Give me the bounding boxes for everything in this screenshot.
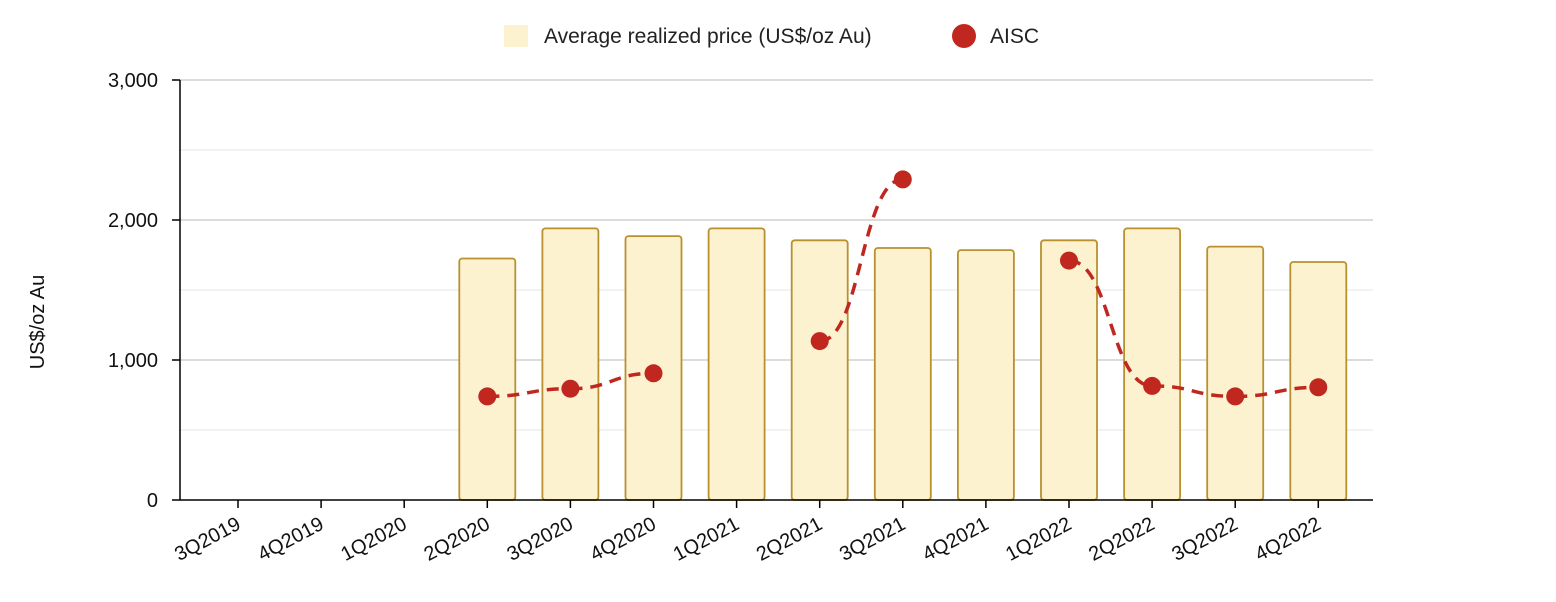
x-tick-label: 3Q2022 <box>1168 513 1241 566</box>
aisc-point-4Q2020 <box>644 364 663 383</box>
x-tick-label: 3Q2020 <box>504 513 577 566</box>
bar-1Q2021 <box>707 227 766 501</box>
bar-3Q2022 <box>1206 245 1265 501</box>
aisc-point-4Q2022 <box>1309 378 1328 397</box>
x-tick-label: 4Q2020 <box>587 513 660 566</box>
axis-layer <box>172 79 1373 508</box>
aisc-point-2Q2020 <box>478 387 497 406</box>
bar-1Q2022 <box>1040 239 1098 501</box>
aisc-point-3Q2022 <box>1226 387 1245 406</box>
aisc-point-3Q2021 <box>893 170 912 189</box>
line-layer <box>478 170 1328 406</box>
aisc-point-1Q2022 <box>1060 251 1078 270</box>
y-tick-label: 0 <box>147 490 158 512</box>
y-tick-label: 2,000 <box>108 210 158 232</box>
aisc-line-segment <box>487 386 571 399</box>
bar-2Q2020 <box>458 257 517 501</box>
bar-2Q2021 <box>790 239 849 501</box>
x-tick-label: 4Q2021 <box>919 513 992 566</box>
bar-3Q2021 <box>873 247 932 501</box>
x-tick-label: 3Q2019 <box>171 513 244 566</box>
x-tick-label: 2Q2021 <box>753 513 826 566</box>
x-tick-label: 1Q2020 <box>337 513 410 566</box>
x-tick-label: 1Q2022 <box>1002 513 1075 566</box>
x-tick-label: 4Q2019 <box>254 513 327 566</box>
grid-layer <box>180 79 1373 431</box>
y-axis-title: US$/oz Au <box>27 275 49 370</box>
aisc-line-segment <box>1068 258 1153 388</box>
bar-4Q2021 <box>957 249 1015 501</box>
legend-swatch-aisc <box>952 24 976 48</box>
aisc-point-2Q2022 <box>1143 376 1162 395</box>
bar-layer <box>458 227 1348 501</box>
x-tick-label: 1Q2021 <box>670 513 743 566</box>
bar-2Q2022 <box>1123 227 1181 501</box>
aisc-line-segment <box>570 371 654 391</box>
legend-label-price: Average realized price (US$/oz Au) <box>544 25 872 48</box>
aisc-point-3Q2020 <box>561 379 580 398</box>
aisc-point-2Q2021 <box>810 332 829 351</box>
x-tick-label: 3Q2021 <box>836 513 909 566</box>
legend-label-aisc: AISC <box>990 25 1039 48</box>
x-tick-label: 2Q2020 <box>420 513 493 566</box>
aisc-line-segment <box>1152 384 1236 399</box>
x-tick-label: 4Q2022 <box>1251 513 1324 566</box>
aisc-line-segment <box>1235 385 1319 399</box>
bar-3Q2020 <box>541 227 600 501</box>
y-tick-label: 3,000 <box>108 70 158 92</box>
legend: Average realized price (US$/oz Au) AISC <box>504 24 1039 48</box>
x-tick-label: 2Q2022 <box>1085 513 1158 566</box>
legend-swatch-price <box>504 25 528 47</box>
y-tick-label: 1,000 <box>108 350 158 372</box>
